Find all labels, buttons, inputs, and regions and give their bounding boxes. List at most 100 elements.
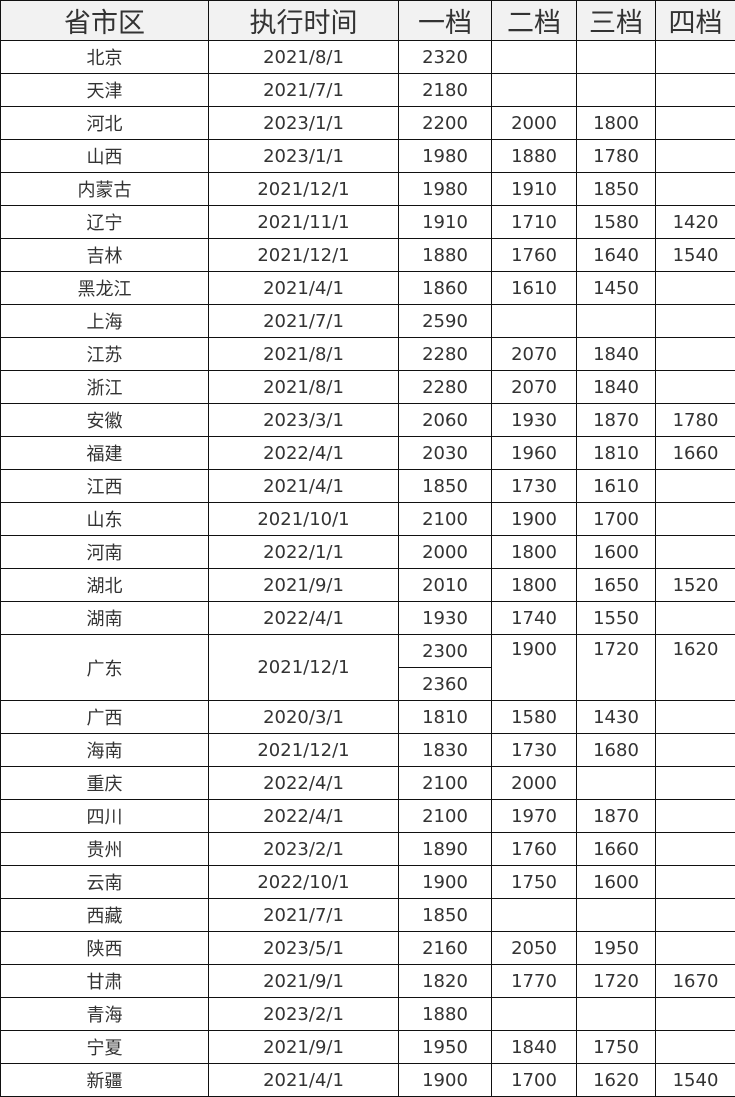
tier-4-cell <box>656 932 735 965</box>
tier-1-cell: 2200 <box>399 107 492 140</box>
tier-2-cell: 1970 <box>492 800 577 833</box>
tier-1-cell: 1980 <box>399 140 492 173</box>
header-province: 省市区 <box>1 1 209 41</box>
province-cell: 重庆 <box>1 767 209 800</box>
province-cell: 吉林 <box>1 239 209 272</box>
date-cell: 2020/3/1 <box>209 701 399 734</box>
date-cell: 2021/7/1 <box>209 305 399 338</box>
tier-2-cell: 1580 <box>492 701 577 734</box>
tier-3-cell: 1750 <box>577 1031 656 1064</box>
tier-1-cell: 2100 <box>399 503 492 536</box>
province-cell: 黑龙江 <box>1 272 209 305</box>
tier-1-cell: 2590 <box>399 305 492 338</box>
tier-4-cell: 1660 <box>656 437 735 470</box>
tier-2-cell: 1900 <box>492 503 577 536</box>
tier-1-cell: 1880 <box>399 998 492 1031</box>
tier-4-cell <box>656 767 735 800</box>
province-cell: 宁夏 <box>1 1031 209 1064</box>
date-cell: 2021/12/1 <box>209 734 399 767</box>
tier-3-cell <box>577 41 656 74</box>
date-cell: 2021/12/1 <box>209 239 399 272</box>
date-cell: 2022/1/1 <box>209 536 399 569</box>
date-cell: 2023/1/1 <box>209 107 399 140</box>
header-tier-3: 三档 <box>577 1 656 41</box>
tier-1-cell: 1930 <box>399 602 492 635</box>
province-cell: 陕西 <box>1 932 209 965</box>
tier-1-cell: 2280 <box>399 338 492 371</box>
province-cell: 浙江 <box>1 371 209 404</box>
tier-3-cell: 1600 <box>577 866 656 899</box>
tier-1-cell: 2100 <box>399 767 492 800</box>
tier-4-cell: 1670 <box>656 965 735 998</box>
tier-4-cell <box>656 140 735 173</box>
tier-2-cell: 1710 <box>492 206 577 239</box>
tier-4-cell <box>656 107 735 140</box>
tier-1-cell: 1830 <box>399 734 492 767</box>
tier-4-cell <box>656 899 735 932</box>
tier-2-cell: 1930 <box>492 404 577 437</box>
province-cell: 山东 <box>1 503 209 536</box>
province-cell: 河北 <box>1 107 209 140</box>
date-cell: 2021/11/1 <box>209 206 399 239</box>
tier-1-cell: 2320 <box>399 41 492 74</box>
tier-3-cell: 1430 <box>577 701 656 734</box>
tier-4-cell <box>656 173 735 206</box>
tier-1-cell: 2300 <box>399 635 492 668</box>
tier-3-cell <box>577 74 656 107</box>
province-cell: 上海 <box>1 305 209 338</box>
tier-1-cell: 2280 <box>399 371 492 404</box>
tier-4-cell <box>656 74 735 107</box>
tier-3-cell <box>577 305 656 338</box>
tier-4-cell <box>656 998 735 1031</box>
tier-2-cell <box>492 305 577 338</box>
tier-3-cell: 1580 <box>577 206 656 239</box>
tier-3-cell: 1550 <box>577 602 656 635</box>
tier-2-cell: 1740 <box>492 602 577 635</box>
province-cell: 甘肃 <box>1 965 209 998</box>
date-cell: 2023/2/1 <box>209 998 399 1031</box>
tier-4-cell <box>656 272 735 305</box>
tier-2-cell: 1880 <box>492 140 577 173</box>
tier-4-cell: 1420 <box>656 206 735 239</box>
tier-3-cell: 1870 <box>577 800 656 833</box>
province-cell: 云南 <box>1 866 209 899</box>
header-tier-1: 一档 <box>399 1 492 41</box>
date-cell: 2021/4/1 <box>209 272 399 305</box>
tier-1-cell: 1910 <box>399 206 492 239</box>
province-cell: 海南 <box>1 734 209 767</box>
tier-2-cell: 1700 <box>492 1064 577 1097</box>
tier-4-cell <box>656 41 735 74</box>
date-cell: 2021/9/1 <box>209 1031 399 1064</box>
tier-1-cell: 1980 <box>399 173 492 206</box>
tier-4-cell <box>656 1031 735 1064</box>
header-tier-2: 二档 <box>492 1 577 41</box>
date-cell: 2023/1/1 <box>209 140 399 173</box>
tier-3-cell: 1870 <box>577 404 656 437</box>
tier-1-cell: 1890 <box>399 833 492 866</box>
tier-1-cell: 1820 <box>399 965 492 998</box>
tier-2-cell: 1910 <box>492 173 577 206</box>
tier-2-cell: 2070 <box>492 371 577 404</box>
tier-3-cell: 1780 <box>577 140 656 173</box>
tier-2-cell: 1800 <box>492 569 577 602</box>
tier-4-cell <box>656 536 735 569</box>
province-cell: 新疆 <box>1 1064 209 1097</box>
tier-1-cell: 1850 <box>399 899 492 932</box>
province-cell: 山西 <box>1 140 209 173</box>
tier-3-cell <box>577 899 656 932</box>
